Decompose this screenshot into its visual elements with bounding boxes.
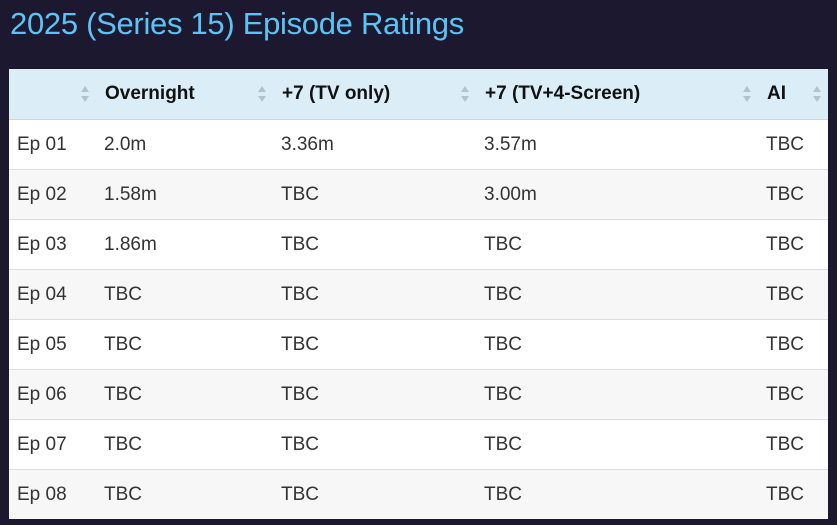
- table-cell-plus7-tv-only: TBC: [273, 369, 476, 420]
- table-cell-ai: TBC: [758, 169, 828, 220]
- table-cell-plus7-tv-only: TBC: [273, 219, 476, 270]
- sort-up-down-icon[interactable]: [257, 83, 267, 105]
- table-cell-overnight: 2.0m: [96, 119, 273, 170]
- table-cell-plus7-tv-only: TBC: [273, 319, 476, 370]
- sort-up-down-icon[interactable]: [812, 83, 822, 105]
- table-cell-ai: TBC: [758, 269, 828, 320]
- page-title: 2025 (Series 15) Episode Ratings: [10, 6, 464, 41]
- table-cell-overnight: TBC: [96, 319, 273, 370]
- column-header-label: Overnight: [105, 82, 195, 104]
- column-header-plus7-tv-only[interactable]: +7 (TV only): [273, 69, 476, 120]
- table-row: Ep 07 TBC TBC TBC TBC: [9, 419, 828, 470]
- table-row: Ep 01 2.0m 3.36m 3.57m TBC: [9, 119, 828, 170]
- column-header-label: +7 (TV only): [282, 82, 391, 104]
- table-row: Ep 05 TBC TBC TBC TBC: [9, 319, 828, 370]
- table-row: Ep 08 TBC TBC TBC TBC: [9, 469, 828, 519]
- table-cell-episode: Ep 07: [9, 419, 96, 470]
- table-cell-episode: Ep 02: [9, 169, 96, 220]
- table-cell-plus7-tv-only: TBC: [273, 419, 476, 470]
- table-cell-episode: Ep 04: [9, 269, 96, 320]
- table-row: Ep 03 1.86m TBC TBC TBC: [9, 219, 828, 270]
- table-cell-episode: Ep 01: [9, 119, 96, 170]
- table-cell-overnight: TBC: [96, 419, 273, 470]
- table-cell-plus7-tv-4-screen: 3.57m: [476, 119, 758, 170]
- table-cell-overnight: TBC: [96, 469, 273, 519]
- table-cell-ai: TBC: [758, 119, 828, 170]
- table-cell-plus7-tv-4-screen: TBC: [476, 269, 758, 320]
- sort-up-down-icon[interactable]: [80, 83, 90, 105]
- table-cell-plus7-tv-4-screen: TBC: [476, 369, 758, 420]
- table-cell-episode: Ep 08: [9, 469, 96, 519]
- table-cell-plus7-tv-4-screen: 3.00m: [476, 169, 758, 220]
- table-cell-episode: Ep 06: [9, 369, 96, 420]
- column-header-label: AI: [767, 82, 786, 104]
- table-cell-overnight: TBC: [96, 369, 273, 420]
- table-header: Overnight +7 (TV only) +7 (TV+4-Screen) AI: [9, 69, 828, 120]
- sort-up-down-icon[interactable]: [460, 83, 470, 105]
- table-cell-plus7-tv-only: TBC: [273, 269, 476, 320]
- table-cell-plus7-tv-4-screen: TBC: [476, 219, 758, 270]
- table-cell-episode: Ep 05: [9, 319, 96, 370]
- table-cell-plus7-tv-only: TBC: [273, 169, 476, 220]
- table-cell-plus7-tv-4-screen: TBC: [476, 319, 758, 370]
- table-cell-ai: TBC: [758, 419, 828, 470]
- table-cell-plus7-tv-only: TBC: [273, 469, 476, 519]
- column-header-overnight[interactable]: Overnight: [96, 69, 273, 120]
- column-header-label: +7 (TV+4-Screen): [485, 82, 641, 104]
- table-cell-ai: TBC: [758, 319, 828, 370]
- column-header-ai[interactable]: AI: [758, 69, 828, 120]
- table-row: Ep 06 TBC TBC TBC TBC: [9, 369, 828, 420]
- table-cell-plus7-tv-4-screen: TBC: [476, 419, 758, 470]
- table-row: Ep 02 1.58m TBC 3.00m TBC: [9, 169, 828, 220]
- table-cell-overnight: TBC: [96, 269, 273, 320]
- table-body: Ep 01 2.0m 3.36m 3.57m TBC Ep 02 1.58m TBC 3.00m…: [9, 119, 828, 519]
- table-header-row: Overnight +7 (TV only) +7 (TV+4-Screen) AI: [9, 69, 828, 120]
- table-cell-ai: TBC: [758, 219, 828, 270]
- sort-up-down-icon[interactable]: [742, 83, 752, 105]
- table-cell-ai: TBC: [758, 369, 828, 420]
- ratings-table: Overnight +7 (TV only) +7 (TV+4-Screen) AI …: [9, 69, 828, 519]
- column-header-episode[interactable]: [9, 69, 96, 120]
- table-cell-ai: TBC: [758, 469, 828, 519]
- column-header-plus7-tv-4-screen[interactable]: +7 (TV+4-Screen): [476, 69, 758, 120]
- table-row: Ep 04 TBC TBC TBC TBC: [9, 269, 828, 320]
- ratings-table-container: Overnight +7 (TV only) +7 (TV+4-Screen) AI …: [9, 69, 828, 519]
- table-cell-episode: Ep 03: [9, 219, 96, 270]
- table-cell-plus7-tv-only: 3.36m: [273, 119, 476, 170]
- table-cell-plus7-tv-4-screen: TBC: [476, 469, 758, 519]
- table-cell-overnight: 1.58m: [96, 169, 273, 220]
- table-cell-overnight: 1.86m: [96, 219, 273, 270]
